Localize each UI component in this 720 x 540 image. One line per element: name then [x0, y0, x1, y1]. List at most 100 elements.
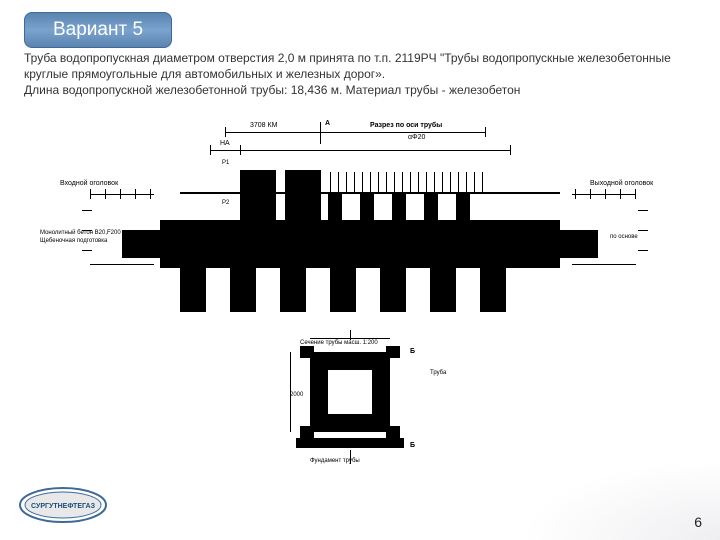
label-a: А	[325, 120, 330, 127]
cs-foundation	[296, 438, 404, 448]
cs-dimline	[350, 330, 351, 340]
dim-line-2	[210, 150, 510, 151]
hatch	[370, 172, 371, 192]
outline-r-top	[572, 194, 636, 195]
cs-right	[372, 352, 390, 432]
hatch	[466, 172, 467, 192]
foot-block	[230, 268, 256, 312]
vtick	[82, 230, 92, 231]
culvert-diagram: А 3708 КМ Разрез по оси трубы αΦ20 НА Вх…	[30, 122, 690, 512]
label-foundation-r: по основе	[610, 234, 638, 240]
hatch	[458, 172, 459, 192]
hatch	[434, 172, 435, 192]
vtick	[82, 210, 92, 211]
cs-lug	[386, 346, 400, 358]
hatch	[450, 172, 451, 192]
page-number: 6	[694, 514, 702, 530]
top-block	[360, 192, 374, 220]
description-content: Труба водопропускная диаметром отверстия…	[24, 51, 671, 97]
tick	[575, 189, 576, 199]
foot-block	[280, 268, 306, 312]
tick	[620, 189, 621, 199]
outline-r-bot	[572, 264, 636, 265]
company-logo: СУРГУТНЕФТЕГАЗ	[18, 486, 108, 524]
label-scale: αΦ20	[408, 134, 425, 141]
top-block	[424, 192, 438, 220]
label-foundation: Фундамент трубы	[310, 458, 360, 464]
label-prep: Щебеночная подготовка	[40, 238, 107, 244]
left-wing	[122, 230, 160, 258]
label-r1: Р1	[222, 160, 229, 166]
variant-label: Вариант 5	[53, 19, 143, 40]
logo-text: СУРГУТНЕФТЕГАЗ	[31, 503, 96, 510]
top-block	[456, 192, 470, 220]
cs-lug	[300, 346, 314, 358]
roof-line	[180, 192, 560, 194]
tick	[135, 189, 136, 199]
label-beam: Монолитный бетон В20,F200	[40, 230, 121, 236]
cs-left	[310, 352, 328, 432]
vtick	[638, 210, 648, 211]
label-dim1: 3708 КМ	[250, 122, 277, 129]
tick	[485, 127, 486, 137]
foot-block	[180, 268, 206, 312]
top-block	[240, 170, 276, 220]
vtick	[638, 230, 648, 231]
tick	[605, 189, 606, 199]
logo-svg: СУРГУТНЕФТЕГАЗ	[18, 486, 108, 524]
tick	[105, 189, 106, 199]
label-entry: Входной оголовок	[60, 180, 118, 187]
cs-dimline	[290, 352, 291, 432]
top-block	[285, 170, 321, 220]
tick	[590, 189, 591, 199]
outline-l-top	[90, 194, 154, 195]
hatch	[442, 172, 443, 192]
cs-lug	[386, 426, 400, 438]
tick	[510, 145, 511, 155]
hatch	[394, 172, 395, 192]
top-block	[328, 192, 342, 220]
tick	[240, 145, 241, 155]
foot-block	[430, 268, 456, 312]
tick	[150, 189, 151, 199]
label-cut: Разрез по оси трубы	[370, 122, 442, 129]
vtick	[82, 250, 92, 251]
tick	[210, 145, 211, 155]
outline-l-bot	[90, 264, 154, 265]
hatch	[378, 172, 379, 192]
variant-badge: Вариант 5	[24, 12, 172, 48]
dim-line-vert-a	[320, 122, 321, 144]
dim-line-top	[225, 132, 485, 133]
hatch	[426, 172, 427, 192]
cs-dimline	[350, 450, 351, 464]
main-body	[160, 220, 560, 268]
vtick	[638, 250, 648, 251]
tick	[90, 189, 91, 199]
description-text: Труба водопропускная диаметром отверстия…	[24, 50, 696, 99]
label-b1: Б	[410, 348, 415, 355]
foot-block	[330, 268, 356, 312]
label-exit: Выходной оголовок	[590, 180, 653, 187]
tick	[120, 189, 121, 199]
hatch	[346, 172, 347, 192]
corner-gradient	[520, 460, 720, 540]
hatch	[330, 172, 331, 192]
label-r2: Р2	[222, 200, 229, 206]
top-block	[392, 192, 406, 220]
label-d1: 2000	[290, 392, 303, 398]
foot-block	[480, 268, 506, 312]
hatch	[386, 172, 387, 192]
hatch	[354, 172, 355, 192]
label-ha: НА	[220, 140, 230, 147]
hatch	[418, 172, 419, 192]
hatch	[482, 172, 483, 192]
label-b2: Б	[410, 442, 415, 449]
tick	[225, 127, 226, 137]
hatch	[410, 172, 411, 192]
tick	[635, 189, 636, 199]
label-pipe: Труба	[430, 370, 446, 376]
foot-block	[380, 268, 406, 312]
cs-lug	[300, 426, 314, 438]
right-wing	[560, 230, 598, 258]
hatch	[474, 172, 475, 192]
